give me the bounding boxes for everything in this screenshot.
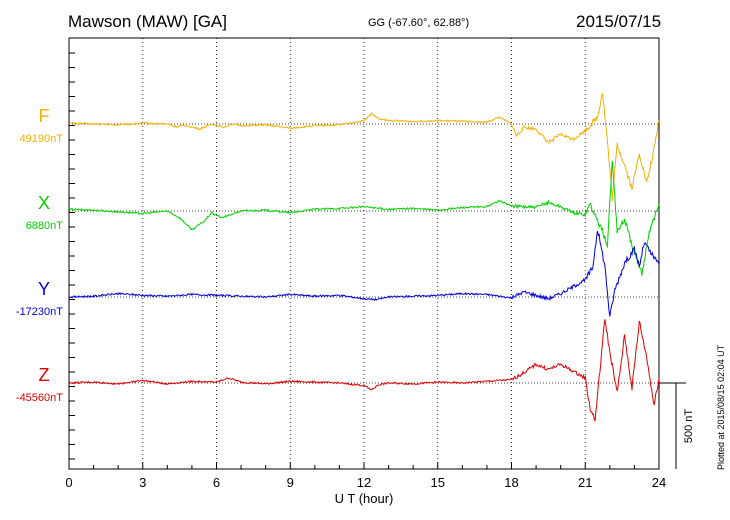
series-name-x: X — [38, 193, 50, 213]
series-line-x — [68, 160, 660, 276]
series-name-z: Z — [39, 365, 50, 385]
series-line-f — [68, 93, 660, 202]
x-tick-label: 18 — [504, 475, 518, 490]
x-tick-label: 21 — [578, 475, 592, 490]
x-axis-label: U T (hour) — [335, 491, 394, 506]
series-baseline-x: 6880nT — [26, 220, 64, 232]
series-name-f: F — [39, 106, 50, 126]
series-baseline-f: 49190nT — [20, 133, 64, 145]
x-tick-label: 3 — [139, 475, 146, 490]
x-tick-label: 24 — [652, 475, 666, 490]
series-name-y: Y — [38, 279, 50, 299]
station-title: Mawson (MAW) [GA] — [68, 12, 227, 31]
scale-bar-label: 500 nT — [683, 409, 695, 444]
x-tick-label: 9 — [287, 475, 294, 490]
series-baseline-y: -17230nT — [16, 306, 63, 318]
plot-date: 2015/07/15 — [576, 12, 662, 31]
series-line-y — [68, 230, 660, 317]
x-tick-label: 0 — [65, 475, 72, 490]
x-tick-label: 12 — [357, 475, 371, 490]
series-baseline-z: -45560nT — [16, 392, 63, 404]
station-coordinates: GG (-67.60°, 62.88°) — [368, 17, 470, 29]
series-line-z — [68, 319, 660, 422]
x-tick-label: 15 — [431, 475, 445, 490]
x-tick-label: 6 — [213, 475, 220, 490]
